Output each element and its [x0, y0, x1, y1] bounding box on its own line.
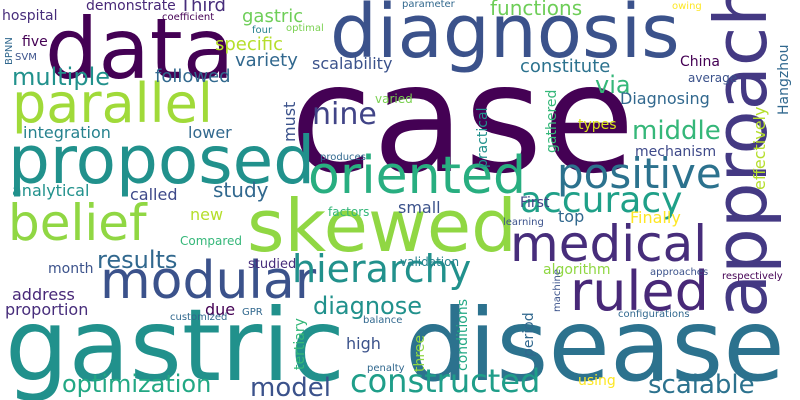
word: penalty [367, 363, 405, 374]
word: oriented [308, 146, 526, 206]
word: validation [400, 255, 460, 269]
word: configurations [618, 309, 690, 320]
word: GPR [242, 307, 263, 318]
word: constructed [350, 362, 541, 400]
word: optimal [286, 23, 324, 34]
word: gathered [544, 89, 560, 153]
word: types [578, 117, 617, 133]
word: gastric [242, 6, 304, 27]
word: address [12, 285, 75, 304]
word: China [680, 54, 720, 70]
word: variety [235, 50, 298, 71]
word: practical [475, 107, 491, 168]
word: positive [557, 149, 722, 198]
word: optimization [62, 370, 212, 398]
word: gastric [5, 287, 345, 400]
word: diagnose [313, 292, 423, 320]
word: ruled [570, 260, 709, 323]
word: proportion [5, 300, 89, 319]
word: medical [510, 215, 708, 273]
word: owing [672, 1, 702, 12]
word: diagnosis [330, 0, 680, 75]
word: three [412, 334, 428, 372]
word: factors [328, 205, 370, 219]
word: produces [320, 152, 366, 163]
word: new [190, 205, 224, 224]
word: nine [312, 97, 377, 132]
word: balance [363, 315, 403, 326]
word: Third [180, 0, 226, 16]
word: studied [248, 257, 297, 272]
word: conditions [455, 298, 471, 371]
word: SVM [15, 52, 37, 63]
word: five [22, 34, 48, 50]
word: customized [170, 312, 228, 323]
word: effectively [750, 106, 769, 190]
word: hierarchy [292, 247, 472, 291]
word: belief [8, 194, 147, 252]
word: top [558, 207, 585, 226]
word: analytical [12, 181, 90, 200]
word: middle [632, 116, 721, 146]
word: specific [215, 34, 284, 55]
word: via [595, 71, 631, 99]
word: BPNN [4, 37, 15, 65]
word: data [45, 0, 235, 98]
word: coefficient [162, 12, 215, 23]
word: due [205, 300, 236, 319]
word: parallel [12, 72, 213, 135]
word: lower [188, 123, 232, 142]
word: case [290, 33, 635, 207]
word: skewed [247, 184, 517, 268]
word: tertiary [292, 318, 308, 370]
word: respectively [722, 271, 783, 282]
word: average [688, 71, 738, 85]
word: First [520, 195, 550, 211]
word: high [346, 334, 381, 353]
word: Finally [630, 208, 681, 227]
word: scalable [648, 370, 755, 400]
word: constitute [520, 56, 611, 77]
word: period [521, 312, 537, 357]
word: learning [503, 217, 544, 228]
word: small [398, 198, 441, 217]
word: model [250, 373, 331, 400]
word: demonstrate [86, 0, 176, 14]
word: using [578, 373, 616, 389]
word: varied [375, 92, 413, 106]
word: results [97, 246, 178, 274]
word: mechanism [635, 144, 717, 160]
word: accuracy [520, 180, 683, 221]
word: scalability [312, 54, 393, 73]
word: proposed [8, 122, 316, 199]
word: approaches [650, 267, 709, 278]
word: parameter [402, 0, 455, 10]
word: algorithm [543, 262, 611, 278]
word: study [213, 178, 269, 202]
word: four [252, 25, 273, 36]
word: modular [100, 251, 317, 311]
word: disease [405, 287, 785, 400]
word: followed [155, 66, 231, 87]
word: multiple [12, 63, 111, 91]
word: hospital [2, 8, 58, 24]
word: Compared [180, 234, 243, 248]
word: must [280, 101, 299, 142]
word: integration [23, 123, 111, 142]
word: functions [490, 0, 583, 20]
word: called [130, 185, 178, 204]
word: Diagnosing [620, 89, 710, 108]
word: machine [552, 269, 563, 312]
word: month [48, 261, 94, 277]
word: Hangzhou [776, 44, 792, 115]
